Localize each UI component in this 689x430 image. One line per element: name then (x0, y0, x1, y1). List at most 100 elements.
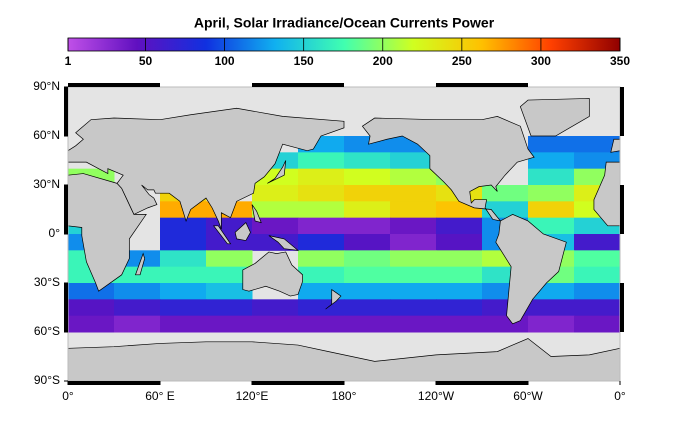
data-cell (528, 168, 575, 186)
lat-tick-label: 30°N (33, 177, 60, 191)
data-cell (528, 185, 575, 202)
frame-bar (68, 381, 160, 385)
lat-tick-label: 90°N (33, 79, 60, 93)
data-cell (68, 283, 115, 300)
data-cell (436, 250, 483, 268)
data-cell (574, 234, 621, 251)
data-cell (206, 283, 253, 300)
data-cell (574, 266, 621, 284)
data-cell (482, 185, 529, 202)
data-cell (390, 299, 437, 317)
data-cell (160, 250, 207, 268)
lon-tick-label: 120°E (236, 389, 269, 403)
data-cell (206, 299, 253, 317)
land (495, 214, 567, 325)
lon-tick-label: 60° E (145, 389, 174, 403)
lon-tick-label: 0° (62, 389, 74, 403)
data-cell (298, 234, 345, 251)
data-cell (344, 185, 391, 202)
colorbar-tick-label: 350 (610, 54, 630, 68)
data-cell (528, 217, 575, 235)
land (325, 288, 342, 310)
data-cell (436, 217, 483, 235)
data-cell (344, 217, 391, 235)
frame-bar (64, 87, 68, 136)
data-cell (528, 315, 575, 333)
data-cell (160, 315, 207, 333)
data-cell (160, 299, 207, 317)
land (134, 252, 146, 276)
land (251, 204, 262, 224)
data-cell (390, 250, 437, 268)
data-cell (528, 136, 575, 153)
data-cell (436, 299, 483, 317)
data-cell (574, 299, 621, 317)
colorbar (67, 37, 621, 52)
data-cell (390, 168, 437, 186)
data-cell (436, 266, 483, 284)
data-cell (344, 299, 391, 317)
frame-bar (252, 83, 344, 87)
data-cell (68, 299, 115, 317)
colorbar-tick-label: 250 (452, 54, 472, 68)
data-cell (298, 299, 345, 317)
data-cell (344, 168, 391, 186)
data-cell (160, 266, 207, 284)
data-cell (298, 168, 345, 186)
data-cell (344, 266, 391, 284)
data-cell (252, 217, 299, 235)
data-cell (206, 250, 253, 268)
colorbar-tick-label: 300 (531, 54, 551, 68)
lat-tick-label: 90°S (34, 373, 60, 387)
data-cell (390, 152, 437, 170)
data-cell (390, 217, 437, 235)
data-cell (298, 250, 345, 268)
lon-tick-label: 120°W (418, 389, 455, 403)
data-cell (344, 234, 391, 251)
data-cell (436, 315, 483, 333)
frame-bar (64, 283, 68, 332)
data-cell (344, 201, 391, 219)
colorbar-tick-label: 50 (139, 54, 153, 68)
data-cell (574, 250, 621, 268)
frame-bar (620, 283, 624, 332)
data-cell (436, 283, 483, 300)
data-cell (390, 315, 437, 333)
colorbar-tick-label: 150 (294, 54, 314, 68)
data-cell (390, 201, 437, 219)
data-cell (528, 201, 575, 219)
data-cell (114, 283, 161, 300)
land (361, 116, 535, 222)
land (593, 161, 621, 227)
data-cell (252, 201, 299, 219)
data-cell (344, 283, 391, 300)
data-cell (252, 299, 299, 317)
data-cell (252, 315, 299, 333)
data-cell (252, 185, 299, 202)
frame-bar (436, 381, 528, 385)
data-cell (206, 266, 253, 284)
land (242, 251, 303, 297)
data-cell (390, 266, 437, 284)
lon-tick-label: 0° (614, 389, 626, 403)
frame-bar (620, 185, 624, 234)
data-cell (344, 250, 391, 268)
data-cell (68, 315, 115, 333)
frame-bar (68, 83, 160, 87)
data-cell (436, 234, 483, 251)
lat-tick-label: 60°N (33, 128, 60, 142)
land (67, 107, 345, 230)
data-cell (298, 152, 345, 170)
data-cell (390, 185, 437, 202)
data-cell (160, 283, 207, 300)
title: April, Solar Irradiance/Ocean Currents P… (194, 15, 495, 31)
data-cell (114, 299, 161, 317)
data-cell (528, 299, 575, 317)
land (268, 235, 300, 251)
data-cell (206, 315, 253, 333)
land (234, 221, 251, 241)
data-cell (298, 315, 345, 333)
frame-bar (252, 381, 344, 385)
lon-tick-label: 180° (332, 389, 357, 403)
